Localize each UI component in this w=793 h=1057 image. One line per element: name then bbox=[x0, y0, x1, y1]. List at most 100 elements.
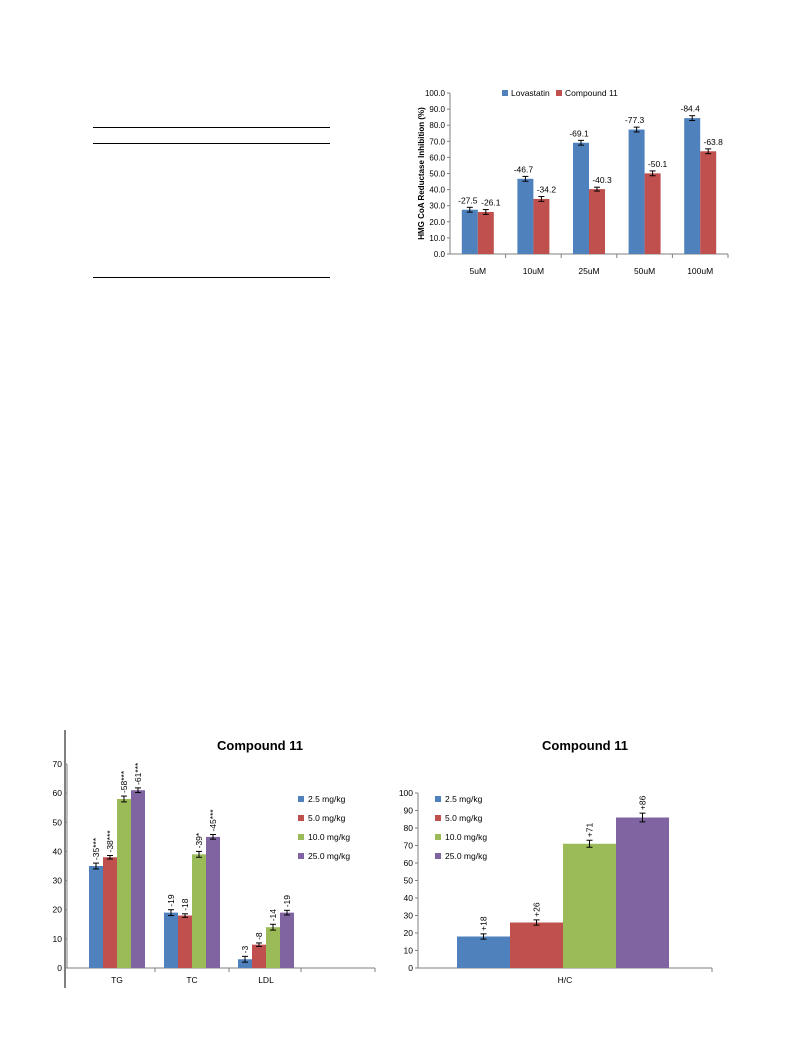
legend-swatch bbox=[435, 796, 441, 802]
y-tick-label: 30 bbox=[53, 876, 63, 886]
data-label: -35*** bbox=[91, 837, 101, 860]
y-tick-label: 10 bbox=[53, 934, 63, 944]
x-tick-label: 5uM bbox=[470, 266, 487, 276]
y-tick-label: 80 bbox=[404, 823, 414, 833]
data-label: -38*** bbox=[105, 830, 115, 853]
data-label: -26.1 bbox=[481, 198, 501, 208]
bar-compound-11 bbox=[700, 151, 717, 254]
y-tick-label: 70 bbox=[53, 759, 63, 769]
y-tick-label: 80.0 bbox=[429, 121, 445, 130]
y-tick-label: 90 bbox=[404, 806, 414, 816]
y-tick-label: 70 bbox=[404, 841, 414, 851]
bar-10-0-mg-kg bbox=[266, 927, 280, 968]
y-tick-label: 0 bbox=[57, 963, 62, 973]
x-tick-label: 50uM bbox=[634, 266, 655, 276]
table-top-rule bbox=[93, 127, 330, 128]
bar-compound-11 bbox=[589, 189, 605, 254]
y-tick-label: 0.0 bbox=[434, 250, 446, 259]
chart-title: Compound 11 bbox=[217, 738, 303, 753]
legend-label: Lovastatin bbox=[511, 88, 550, 98]
y-tick-label: 0 bbox=[408, 963, 413, 973]
data-label: -40.3 bbox=[592, 175, 612, 185]
y-tick-label: 50.0 bbox=[429, 170, 445, 179]
data-label: -27.5 bbox=[458, 195, 478, 205]
y-axis-label: HMG CoA Reductase Inhibition (%) bbox=[417, 107, 426, 240]
data-label: -61*** bbox=[133, 762, 143, 785]
bar-lovastatin bbox=[628, 129, 645, 254]
data-label: -84.4 bbox=[681, 104, 701, 114]
bar-lovastatin bbox=[461, 209, 478, 254]
hc-ratio-chart: Compound 11 0 10 20 30 40 50 60 70 80 90 100 H/C +18 +… bbox=[399, 738, 713, 985]
bar-5-0-mg-kg bbox=[510, 922, 563, 968]
bar-compound-11 bbox=[477, 211, 494, 254]
data-label: +18 bbox=[479, 916, 489, 931]
legend-swatch bbox=[298, 796, 304, 802]
bar-2-5-mg-kg bbox=[89, 866, 103, 968]
chart-title: Compound 11 bbox=[542, 738, 628, 753]
legend-swatch bbox=[502, 90, 508, 96]
data-label: -19 bbox=[166, 894, 176, 907]
y-tick-label: 40.0 bbox=[429, 186, 445, 195]
x-tick-label: H/C bbox=[558, 975, 573, 985]
legend-label: 25.0 mg/kg bbox=[308, 851, 350, 861]
bar-compound-11 bbox=[533, 198, 550, 254]
bar-2-5-mg-kg bbox=[164, 912, 178, 968]
data-label: -3 bbox=[240, 946, 250, 954]
data-label: -19 bbox=[282, 895, 292, 908]
x-tick-label: 10uM bbox=[523, 266, 544, 276]
bar-25-0-mg-kg bbox=[131, 790, 145, 968]
legend-label: Compound 11 bbox=[565, 88, 618, 98]
legend-label: 2.5 mg/kg bbox=[445, 794, 483, 804]
legend-label: 25.0 mg/kg bbox=[445, 851, 487, 861]
bar-10-0-mg-kg bbox=[563, 843, 616, 968]
legend-swatch bbox=[298, 853, 304, 859]
y-tick-label: 30 bbox=[404, 911, 414, 921]
x-tick-label: 100uM bbox=[687, 266, 713, 276]
bar-25-0-mg-kg bbox=[280, 912, 294, 968]
legend-swatch bbox=[298, 815, 304, 821]
legend-label: 5.0 mg/kg bbox=[308, 813, 346, 823]
bar-2-5-mg-kg bbox=[238, 959, 252, 968]
bar-10-0-mg-kg bbox=[192, 854, 206, 968]
data-label: +26 bbox=[532, 902, 542, 917]
y-tick-label: 20 bbox=[404, 928, 414, 938]
data-label: -45*** bbox=[208, 809, 218, 832]
x-tick-label: TC bbox=[186, 975, 197, 985]
x-tick-label: 25uM bbox=[578, 266, 599, 276]
bar-5-0-mg-kg bbox=[178, 915, 192, 968]
y-tick-label: 70.0 bbox=[429, 137, 445, 146]
data-label: +86 bbox=[638, 795, 648, 810]
data-label: -77.3 bbox=[625, 115, 645, 125]
y-tick-label: 50 bbox=[404, 876, 414, 886]
y-tick-label: 100 bbox=[399, 788, 413, 798]
y-tick-label: 20 bbox=[53, 905, 63, 915]
legend-swatch bbox=[435, 815, 441, 821]
y-tick-label: 50 bbox=[53, 817, 63, 827]
bar-lovastatin bbox=[517, 178, 534, 254]
legend-label: 5.0 mg/kg bbox=[445, 813, 483, 823]
y-tick-label: 30.0 bbox=[429, 202, 445, 211]
y-tick-label: 10 bbox=[404, 946, 414, 956]
hmg-coa-inhibition-chart: HMG CoA Reductase Inhibition (%) 0.0 10.0 2… bbox=[417, 88, 729, 276]
legend-label: 10.0 mg/kg bbox=[308, 832, 350, 842]
bar-25-0-mg-kg bbox=[616, 817, 669, 968]
data-label: -58*** bbox=[119, 770, 129, 793]
data-label: -69.1 bbox=[569, 128, 589, 138]
bar-5-0-mg-kg bbox=[252, 944, 266, 968]
data-label: -63.8 bbox=[704, 137, 724, 147]
y-tick-label: 100.0 bbox=[425, 89, 446, 98]
bar-5-0-mg-kg bbox=[103, 857, 117, 968]
legend-swatch bbox=[556, 90, 562, 96]
lipid-reduction-chart: Compound 11 0 10 20 30 40 50 60 70 TG -35*** -38***… bbox=[53, 730, 376, 988]
y-tick-label: 20.0 bbox=[429, 218, 445, 227]
data-label: -14 bbox=[268, 909, 278, 922]
table-bottom-rule bbox=[93, 277, 330, 278]
y-tick-label: 40 bbox=[53, 846, 63, 856]
y-tick-label: 60.0 bbox=[429, 153, 445, 162]
y-tick-label: 60 bbox=[404, 858, 414, 868]
y-tick-label: 10.0 bbox=[429, 234, 445, 243]
legend-swatch bbox=[298, 834, 304, 840]
data-label: -50.1 bbox=[648, 159, 668, 169]
legend-label: 10.0 mg/kg bbox=[445, 832, 487, 842]
x-tick-label: TG bbox=[111, 975, 123, 985]
